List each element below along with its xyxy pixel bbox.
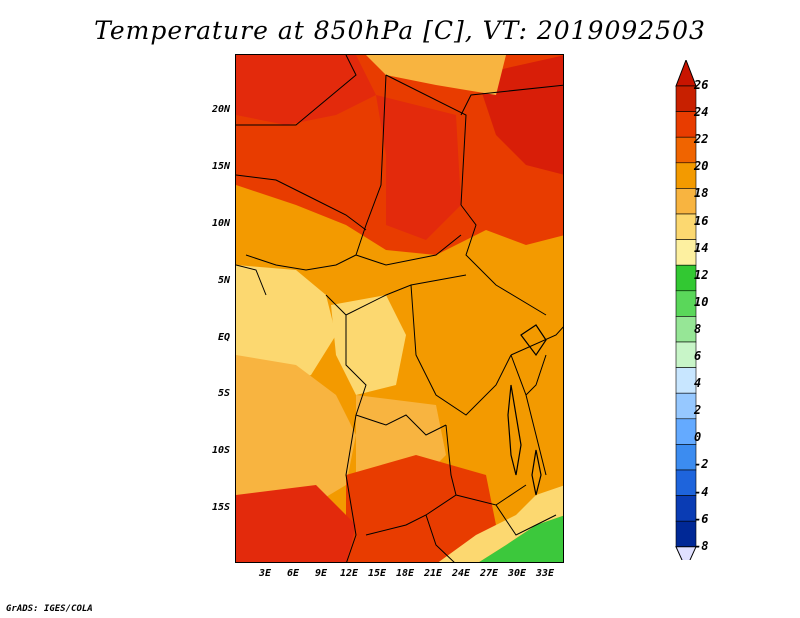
temperature-map xyxy=(235,54,564,563)
lat-label: 10S xyxy=(211,445,230,456)
field-southeast-cooler xyxy=(438,485,563,562)
colorbar-swatch xyxy=(675,290,697,317)
colorbar-tick-label: 4 xyxy=(694,376,702,391)
field-central-cool xyxy=(331,295,406,395)
colorbar xyxy=(675,60,697,560)
colorbar-swatch xyxy=(675,444,697,471)
lat-label: 15N xyxy=(211,161,230,172)
colorbar-tick-label: 20 xyxy=(694,159,709,174)
colorbar-swatch xyxy=(675,469,697,496)
field-southeast-cold xyxy=(479,515,563,562)
colorbar-tick-label: -2 xyxy=(694,457,709,472)
colorbar-tick-label: -8 xyxy=(694,538,709,553)
colorbar-tick-label: 10 xyxy=(694,294,709,309)
lon-label: 33E xyxy=(535,568,555,579)
country-borders xyxy=(236,55,563,562)
colorbar-over-arrow xyxy=(675,60,697,87)
colorbar-tick-label: 18 xyxy=(694,186,709,201)
colorbar-swatch xyxy=(675,162,697,189)
colorbar-tick-label: 6 xyxy=(694,349,702,364)
lon-label: 3E xyxy=(258,568,272,579)
lat-label: 15S xyxy=(211,502,230,513)
lon-label: 6E xyxy=(286,568,300,579)
colorbar-tick-label: -4 xyxy=(694,484,709,499)
map-canvas xyxy=(236,55,563,562)
lat-label: 10N xyxy=(211,218,230,229)
colorbar-tick-label: 26 xyxy=(694,78,709,92)
colorbar-tick-label: 2 xyxy=(694,403,702,418)
lon-label: 9E xyxy=(314,568,328,579)
colorbar-swatch xyxy=(675,239,697,266)
colorbar-swatch xyxy=(675,85,697,112)
colorbar-tick-label: 12 xyxy=(694,267,709,282)
lon-label: 21E xyxy=(423,568,443,579)
colorbar-tick-label: 16 xyxy=(694,213,709,228)
colorbar-tick-label: 24 xyxy=(694,105,709,120)
colorbar-swatch xyxy=(675,495,697,522)
colorbar-swatch xyxy=(675,213,697,240)
colorbar-swatch xyxy=(675,392,697,420)
field-center-hot xyxy=(376,95,461,240)
field-north-mild xyxy=(366,55,506,95)
colorbar-tick-label: 22 xyxy=(694,132,709,147)
field-west-mild xyxy=(236,355,356,525)
colorbar-under-arrow xyxy=(675,546,697,560)
lon-label: 30E xyxy=(507,568,527,579)
lat-label: 20N xyxy=(211,104,230,115)
lakes xyxy=(507,324,547,496)
lon-label: 15E xyxy=(367,568,387,579)
field-west-cool xyxy=(236,265,336,385)
lon-label: 12E xyxy=(339,568,359,579)
colorbar-swatch xyxy=(675,188,697,215)
field-south-hot xyxy=(346,455,496,562)
lon-label: 24E xyxy=(451,568,471,579)
colorbar-swatch xyxy=(675,367,697,394)
colorbar-tick-label: 14 xyxy=(694,240,709,255)
field-southwest-hot xyxy=(236,485,356,562)
colorbar-swatch xyxy=(675,520,697,548)
colorbar-swatch xyxy=(675,418,697,445)
chart-title: Temperature at 850hPa [C], VT: 201909250… xyxy=(94,16,706,45)
colorbar-swatch xyxy=(675,341,697,368)
lon-label: 18E xyxy=(395,568,415,579)
lon-label: 27E xyxy=(479,568,499,579)
colorbar-tick-label: -6 xyxy=(694,511,709,526)
colorbar-swatch xyxy=(675,316,697,343)
field-north-hotter xyxy=(236,55,376,125)
lat-label: 5N xyxy=(217,275,230,286)
colorbar-swatch xyxy=(675,136,697,164)
colorbar-swatch xyxy=(675,264,697,292)
colorbar-swatch xyxy=(675,111,697,138)
colorbar-tick-label: 8 xyxy=(694,321,702,336)
lat-label: 5S xyxy=(217,388,230,399)
colorbar-tick-label: 0 xyxy=(694,430,702,445)
lat-label: EQ xyxy=(217,332,230,343)
credit-text: GrADS: IGES/COLA xyxy=(6,604,93,614)
